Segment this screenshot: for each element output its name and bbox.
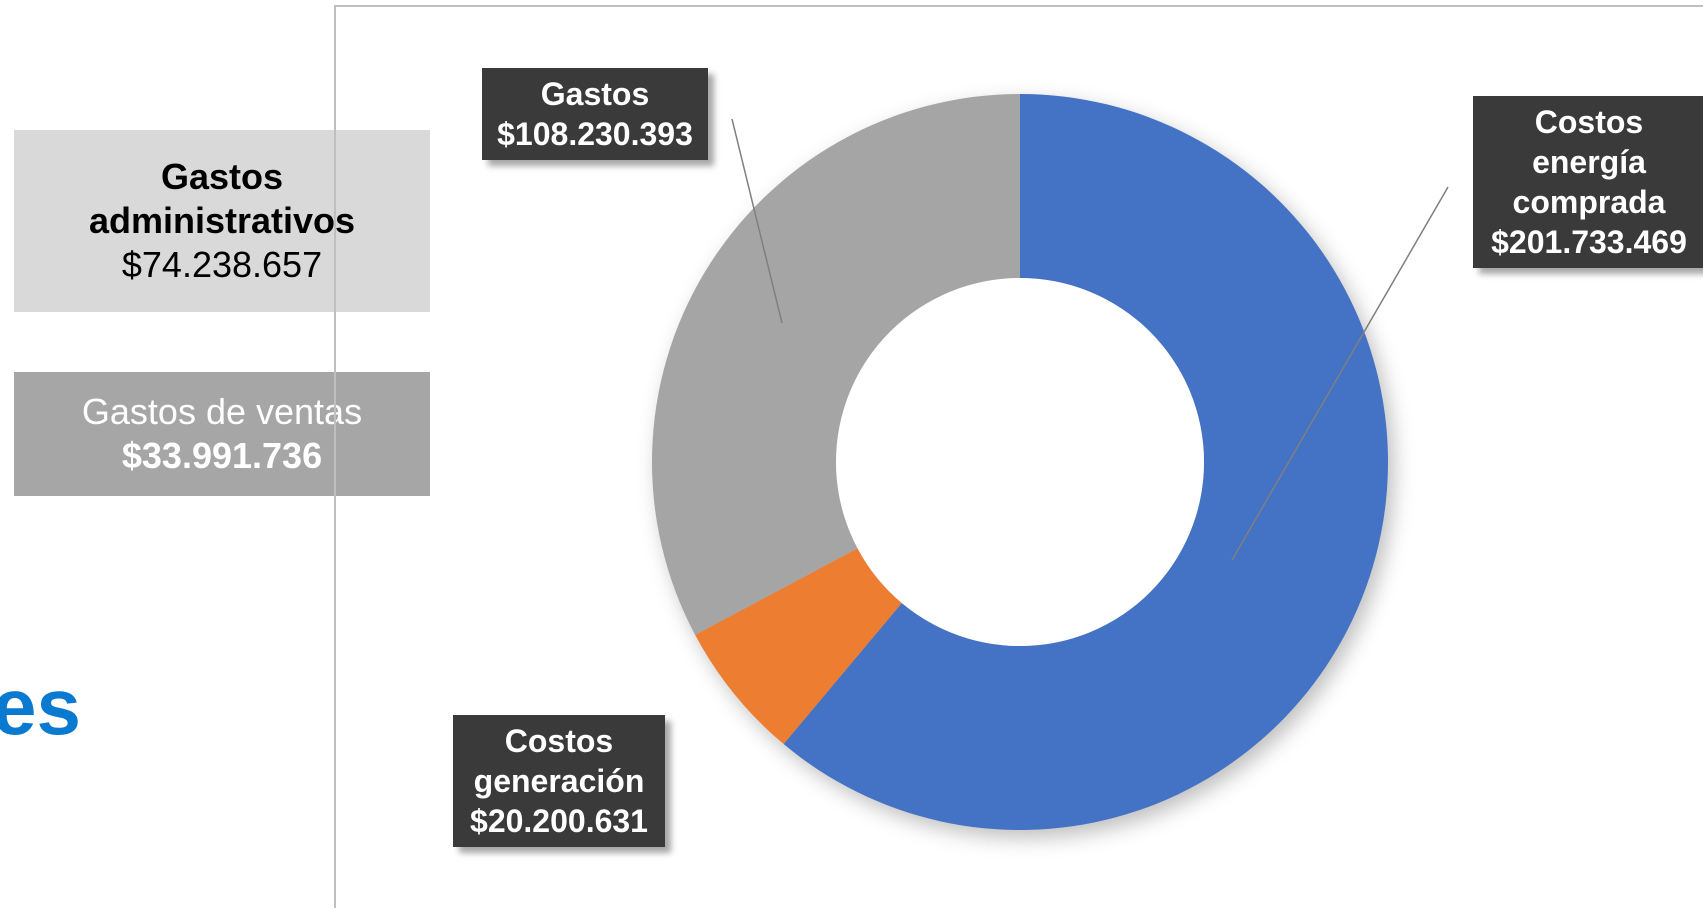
compra-label-line3: comprada [1512,184,1666,220]
generacion-label-line2: generación [473,763,645,799]
ventas-title: Gastos de ventas [81,391,363,432]
gastos-label-line1: Gastos [540,76,650,112]
donut-chart [652,94,1449,838]
admin-title-line1: Gastos [160,156,284,197]
compra-label-line1: Costos [1534,104,1644,140]
compra-label-value: $201.733.469 [1491,224,1687,260]
leader-line-compra [1231,186,1449,561]
donut-slice-0 [783,94,1388,830]
donut-slice-2 [652,94,1020,635]
data-label-generacion: Costos generación $20.200.631 [453,715,665,847]
data-label-gastos: Gastos $108.230.393 [482,68,708,160]
data-label-compra: Costos energía comprada $201.733.469 [1473,96,1703,268]
leader-lines [731,118,1449,561]
donut-hole [836,278,1204,646]
ventas-value: $33.991.736 [121,435,323,476]
compra-label-line2: energía [1532,144,1646,180]
generacion-label-line1: Costos [504,723,614,759]
partial-heading: es [0,662,81,751]
donut-slice-1 [695,548,902,745]
admin-value: $74.238.657 [121,244,323,285]
chart-frame: Gastos $108.230.393 Costos energía compr… [334,5,1703,908]
leader-line-gastos [731,118,783,324]
gastos-administrativos-box: Gastos administrativos $74.238.657 [14,130,430,312]
generacion-label-value: $20.200.631 [470,803,648,839]
gastos-ventas-box: Gastos de ventas $33.991.736 [14,372,430,496]
gastos-label-value: $108.230.393 [497,116,693,152]
admin-title-line2: administrativos [88,200,356,241]
